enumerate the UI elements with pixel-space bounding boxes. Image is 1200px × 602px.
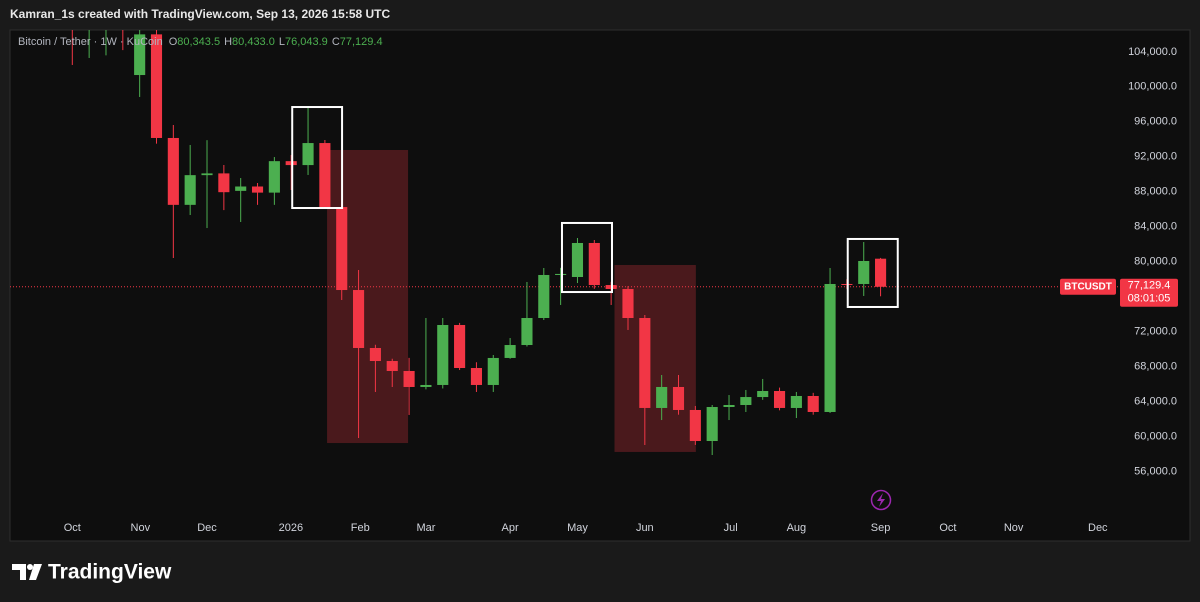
y-tick-label: 64,000.0 <box>1134 395 1177 407</box>
candle-body <box>268 161 280 193</box>
candle-body <box>538 274 550 318</box>
price-badge-countdown: 08:01:05 <box>1128 293 1171 305</box>
highlight-box <box>846 237 899 308</box>
ohlc-key: H <box>224 36 232 48</box>
y-tick-label: 72,000.0 <box>1134 326 1177 338</box>
x-tick-label: Aug <box>787 522 807 534</box>
highlight-box <box>560 221 613 294</box>
candle-body <box>824 283 836 412</box>
event-icon <box>870 489 892 511</box>
candle-body <box>773 391 786 408</box>
candle-body <box>167 137 179 205</box>
x-tick-label: Jul <box>724 522 738 534</box>
candle-body <box>723 404 735 408</box>
candle-body <box>369 347 381 362</box>
candle-body <box>454 324 466 369</box>
candle-body <box>201 173 213 176</box>
candle-body <box>672 386 685 410</box>
ohlc-value: 77,129.4 <box>340 36 383 48</box>
x-tick-label: Mar <box>416 522 435 534</box>
candle-body <box>639 318 651 408</box>
candle-body <box>689 409 701 442</box>
x-tick-label: 2026 <box>279 522 303 534</box>
candle-body <box>875 258 887 287</box>
candle-body <box>757 391 769 398</box>
highlight-box <box>291 106 344 210</box>
candle-body <box>790 395 802 408</box>
attribution: Kamran_1s created with TradingView.com, … <box>10 7 390 21</box>
candle-body <box>150 34 163 138</box>
candle-body <box>555 273 567 275</box>
candle-body <box>504 345 516 358</box>
y-tick-label: 88,000.0 <box>1134 186 1177 198</box>
candle-body <box>622 288 634 318</box>
candle-body <box>403 370 415 387</box>
x-tick-label: Oct <box>939 522 956 534</box>
price-badge-value: 77,129.4 <box>1128 280 1171 292</box>
x-tick-label: Nov <box>1004 522 1024 534</box>
symbol-name: Bitcoin / Tether · 1W · KuCoin <box>18 36 163 48</box>
ohlc-value: 76,043.9 <box>285 36 328 48</box>
candle-body <box>251 186 264 193</box>
candle-body <box>487 357 499 385</box>
x-tick-label: Sep <box>871 522 891 534</box>
candle-body <box>437 324 449 385</box>
candle-body <box>336 207 348 291</box>
candle-body <box>353 290 365 348</box>
ohlc-value: 80,433.0 <box>232 36 275 48</box>
y-tick-label: 96,000.0 <box>1134 116 1177 128</box>
ohlc-key: O <box>169 36 178 48</box>
ohlc-key: L <box>279 36 285 48</box>
candle-body <box>285 161 297 166</box>
ohlc-key: C <box>332 36 340 48</box>
x-tick-label: Apr <box>502 522 519 534</box>
y-tick-label: 84,000.0 <box>1134 221 1177 233</box>
candle-body <box>740 397 752 405</box>
ohlc-value: 80,343.5 <box>177 36 220 48</box>
candle-body <box>319 143 331 208</box>
symbol-legend: Bitcoin / Tether · 1W · KuCoin O80,343.5 H… <box>18 36 383 48</box>
y-tick-label: 92,000.0 <box>1134 151 1177 163</box>
plot-area <box>10 30 1118 456</box>
brand-logo <box>12 564 42 580</box>
candle-body <box>386 361 398 371</box>
symbol-badge-text: BTCUSDT <box>1064 281 1112 292</box>
y-tick-label: 104,000.0 <box>1128 46 1177 58</box>
candle-body <box>807 395 819 412</box>
candle-body <box>302 143 314 166</box>
candle-body <box>571 242 584 277</box>
candle-body <box>420 384 432 387</box>
price-badge <box>1120 278 1178 307</box>
y-tick-label: 60,000.0 <box>1134 430 1177 442</box>
x-tick-label: May <box>567 522 588 534</box>
candle-body <box>858 260 870 284</box>
candle-body <box>235 186 247 191</box>
x-tick-label: Dec <box>1088 522 1108 534</box>
x-tick-label: Oct <box>64 522 81 534</box>
candle-body <box>470 368 482 385</box>
chart-panel <box>9 29 1191 542</box>
y-tick-label: 80,000.0 <box>1134 256 1177 268</box>
highlight-zone <box>327 150 409 444</box>
candle-body <box>656 386 668 408</box>
x-tick-label: Nov <box>131 522 151 534</box>
y-tick-label: 56,000.0 <box>1134 465 1177 477</box>
x-tick-label: Dec <box>197 522 217 534</box>
candle-body <box>588 242 600 286</box>
x-tick-label: Jun <box>636 522 654 534</box>
candle-body <box>218 173 230 193</box>
y-tick-label: 100,000.0 <box>1128 81 1177 93</box>
brand-name: TradingView <box>48 561 172 584</box>
candle-body <box>706 407 718 442</box>
candle-body <box>134 34 146 76</box>
x-tick-label: Feb <box>351 522 370 534</box>
symbol-badge <box>1060 278 1116 295</box>
y-tick-label: 68,000.0 <box>1134 361 1177 373</box>
candle-body <box>184 175 196 205</box>
candle-body <box>521 318 533 346</box>
